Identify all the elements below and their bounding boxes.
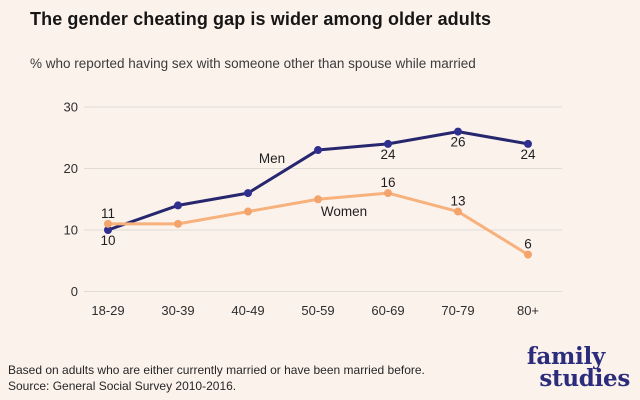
footnote-line-1: Based on adults who are either currently… (8, 363, 425, 377)
chart-footnote: Based on adults who are either currently… (8, 363, 425, 394)
x-tick-label: 18-29 (91, 303, 124, 318)
data-point-women (314, 195, 322, 204)
chart-subtitle: % who reported having sex with someone o… (30, 56, 476, 71)
data-point-men (104, 226, 112, 234)
data-label-women: 13 (450, 194, 465, 209)
data-label-women: 11 (101, 206, 115, 221)
data-label-men: 24 (380, 147, 396, 162)
data-point-women (384, 189, 392, 198)
data-point-men (454, 127, 462, 136)
series-label-men: Men (259, 151, 285, 166)
x-tick-label: 40-49 (231, 303, 264, 318)
y-tick-label: 0 (71, 284, 78, 299)
data-point-women (524, 250, 532, 259)
data-label-men: 26 (450, 135, 465, 150)
data-point-men (244, 189, 252, 198)
y-tick-label: 20 (64, 161, 78, 176)
x-tick-label: 70-79 (441, 303, 474, 318)
y-tick-label: 10 (64, 223, 78, 238)
data-point-women (174, 219, 182, 228)
x-tick-label: 50-59 (301, 303, 334, 318)
data-label-men: 10 (100, 233, 115, 248)
footnote-line-2: Source: General Social Survey 2010-2016. (8, 378, 237, 393)
data-point-men (314, 146, 322, 155)
data-point-women (244, 207, 252, 216)
data-label-men: 24 (520, 147, 536, 162)
family-studies-logo: family studies (526, 343, 630, 392)
logo-word-studies: studies (539, 364, 630, 392)
data-label-women: 16 (380, 175, 395, 190)
chart-title: The gender cheating gap is wider among o… (30, 9, 492, 29)
x-tick-label: 30-39 (161, 303, 194, 318)
logo-word-family: family (526, 343, 605, 370)
x-tick-label: 60-69 (371, 303, 404, 318)
data-point-women (104, 219, 112, 228)
data-point-men (384, 139, 392, 148)
series-label-women: Women (321, 204, 367, 219)
data-point-men (174, 201, 182, 210)
y-tick-label: 30 (64, 100, 78, 115)
x-tick-label: 80+ (517, 303, 539, 318)
data-point-men (524, 139, 532, 148)
data-point-women (454, 207, 462, 216)
chart-svg: 0 10 20 30 18-29 30-39 40-49 50-59 60-69 70-79 80+… (64, 100, 562, 318)
data-label-women: 6 (524, 237, 532, 252)
